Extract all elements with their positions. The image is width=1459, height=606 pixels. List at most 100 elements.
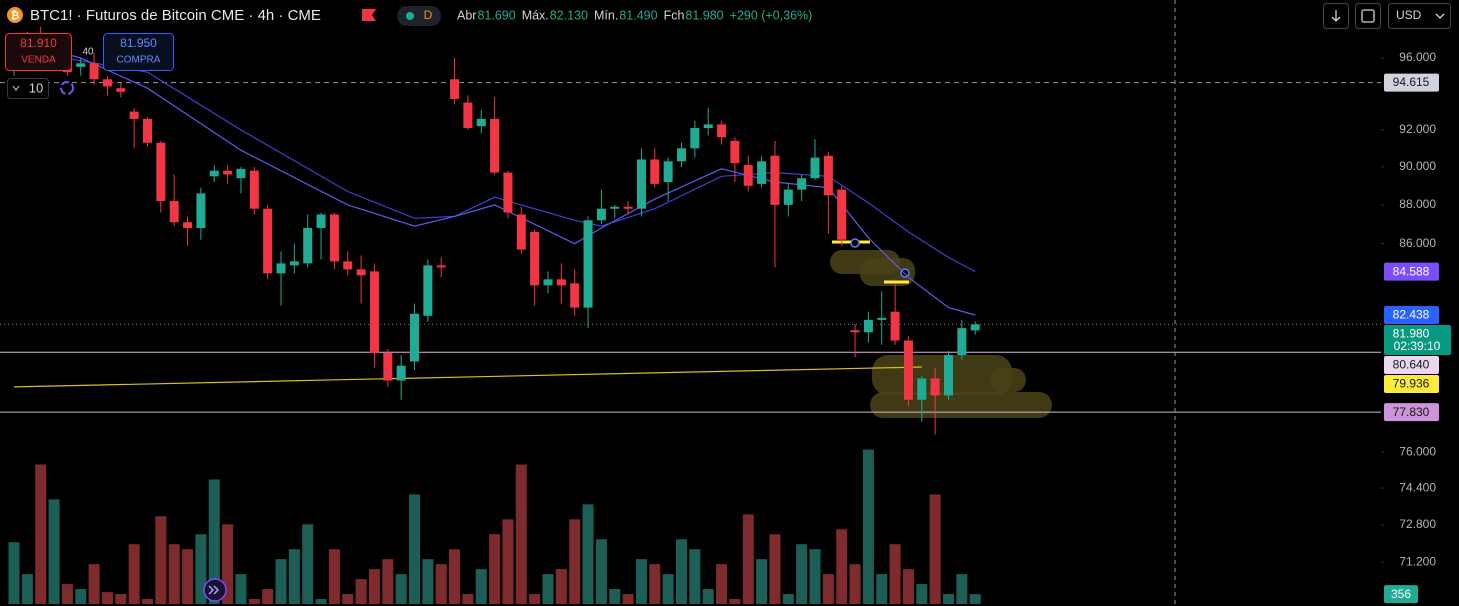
candle-body bbox=[583, 220, 593, 308]
replay-icon bbox=[208, 585, 220, 595]
fullscreen-button[interactable] bbox=[1355, 3, 1381, 29]
candle-body bbox=[276, 263, 286, 274]
candle-body bbox=[169, 201, 179, 223]
replay-button[interactable] bbox=[203, 578, 227, 602]
status-badge: D bbox=[424, 8, 433, 22]
spread: 40 bbox=[82, 47, 94, 58]
volume-bar bbox=[716, 564, 728, 604]
volume-bar bbox=[288, 549, 300, 604]
stat-value: 81.690 bbox=[477, 8, 515, 22]
candle-body bbox=[183, 222, 193, 229]
volume-bar bbox=[449, 549, 461, 604]
candle-body bbox=[450, 79, 460, 99]
volume-bar bbox=[248, 599, 260, 604]
volume-bar bbox=[155, 516, 167, 604]
axis-background bbox=[1381, 0, 1459, 606]
volume-bar bbox=[395, 574, 407, 604]
quantity-caret bbox=[12, 85, 20, 91]
y-tick-label: 74.400 bbox=[1399, 480, 1436, 494]
candle-body bbox=[783, 189, 793, 205]
candle-body bbox=[209, 170, 219, 177]
volume-bar bbox=[769, 534, 781, 604]
volume-bar bbox=[128, 544, 140, 604]
currency: USD bbox=[1396, 8, 1422, 22]
volume-bar bbox=[796, 544, 808, 604]
candle-body bbox=[383, 353, 393, 381]
volume-bar bbox=[542, 574, 554, 604]
volume-bar bbox=[582, 504, 594, 604]
volume-bar bbox=[75, 589, 87, 604]
candle-body bbox=[810, 157, 820, 179]
candle-body bbox=[76, 63, 86, 67]
stat-change: +290 (+0,36%) bbox=[730, 8, 813, 22]
volume-bar bbox=[222, 524, 234, 604]
volume-bar bbox=[515, 464, 527, 604]
candle-body bbox=[890, 311, 900, 341]
sell-button[interactable] bbox=[5, 33, 72, 71]
candle-body bbox=[410, 313, 419, 362]
candle-body bbox=[850, 330, 860, 333]
candle-body bbox=[396, 365, 406, 381]
highlight bbox=[872, 355, 1012, 395]
candle-body bbox=[329, 214, 339, 262]
price-label: 80.640 bbox=[1393, 358, 1430, 372]
quantity: 10 bbox=[29, 80, 43, 95]
volume-bar bbox=[409, 494, 420, 604]
flag[interactable] bbox=[362, 9, 376, 21]
candle-body bbox=[436, 265, 446, 268]
candle-body bbox=[930, 378, 940, 396]
volume-bar bbox=[475, 569, 487, 604]
volume-bar bbox=[956, 574, 968, 604]
candle-body bbox=[249, 170, 259, 209]
volume-bar bbox=[328, 549, 340, 604]
y-tick-label: 88.000 bbox=[1399, 197, 1436, 211]
volume-bar bbox=[929, 494, 941, 604]
volume-bar bbox=[235, 574, 247, 604]
drawing-point bbox=[850, 238, 860, 248]
candle-body bbox=[623, 206, 633, 209]
price-label: 84.588 bbox=[1393, 264, 1430, 278]
volume-bar bbox=[689, 549, 701, 604]
price-label-box bbox=[1384, 375, 1439, 394]
price-label-box bbox=[1384, 325, 1451, 356]
volume-bar bbox=[943, 594, 954, 604]
candle-body bbox=[650, 159, 660, 184]
stat-label: Fch bbox=[664, 8, 685, 22]
quantity-box[interactable] bbox=[7, 78, 49, 99]
symbol-icon-glyph: ₿ bbox=[11, 10, 20, 22]
candle-body bbox=[223, 170, 233, 175]
candle-body bbox=[463, 102, 473, 129]
currency-caret bbox=[1435, 13, 1445, 19]
price-label: 82.438 bbox=[1393, 308, 1430, 322]
volume-bar bbox=[35, 464, 47, 604]
stat-label: Abr bbox=[457, 8, 476, 22]
volume-bar bbox=[555, 569, 567, 604]
candle-body bbox=[837, 189, 847, 240]
refresh-icon[interactable] bbox=[60, 81, 74, 95]
candle-body bbox=[196, 193, 206, 229]
volume-bar bbox=[302, 524, 314, 604]
volume-bar bbox=[702, 589, 714, 604]
status-pill bbox=[397, 6, 441, 26]
volume-bar bbox=[382, 559, 394, 604]
stat-value: 81.490 bbox=[619, 8, 657, 22]
indicator-line bbox=[13, 48, 976, 273]
buy-button[interactable] bbox=[103, 33, 174, 71]
symbol-title[interactable]: BTC1! · Futuros de Bitcoin CME · 4h · CM… bbox=[30, 7, 321, 24]
volume-bar bbox=[662, 574, 674, 604]
candle-body bbox=[917, 378, 927, 400]
candle-body bbox=[757, 161, 767, 184]
drawing-point bbox=[900, 268, 910, 278]
currency-select[interactable] bbox=[1388, 3, 1451, 29]
candle-body bbox=[423, 265, 433, 316]
price-label-box bbox=[1384, 403, 1439, 422]
candle-body bbox=[636, 159, 646, 209]
y-tick-label: 72.800 bbox=[1399, 517, 1436, 531]
candle-body bbox=[610, 206, 620, 209]
indicator-line bbox=[13, 366, 922, 388]
volume-bar bbox=[315, 599, 327, 604]
volume-bar bbox=[502, 519, 514, 604]
candle-body bbox=[516, 214, 526, 250]
candle-body bbox=[369, 271, 379, 354]
